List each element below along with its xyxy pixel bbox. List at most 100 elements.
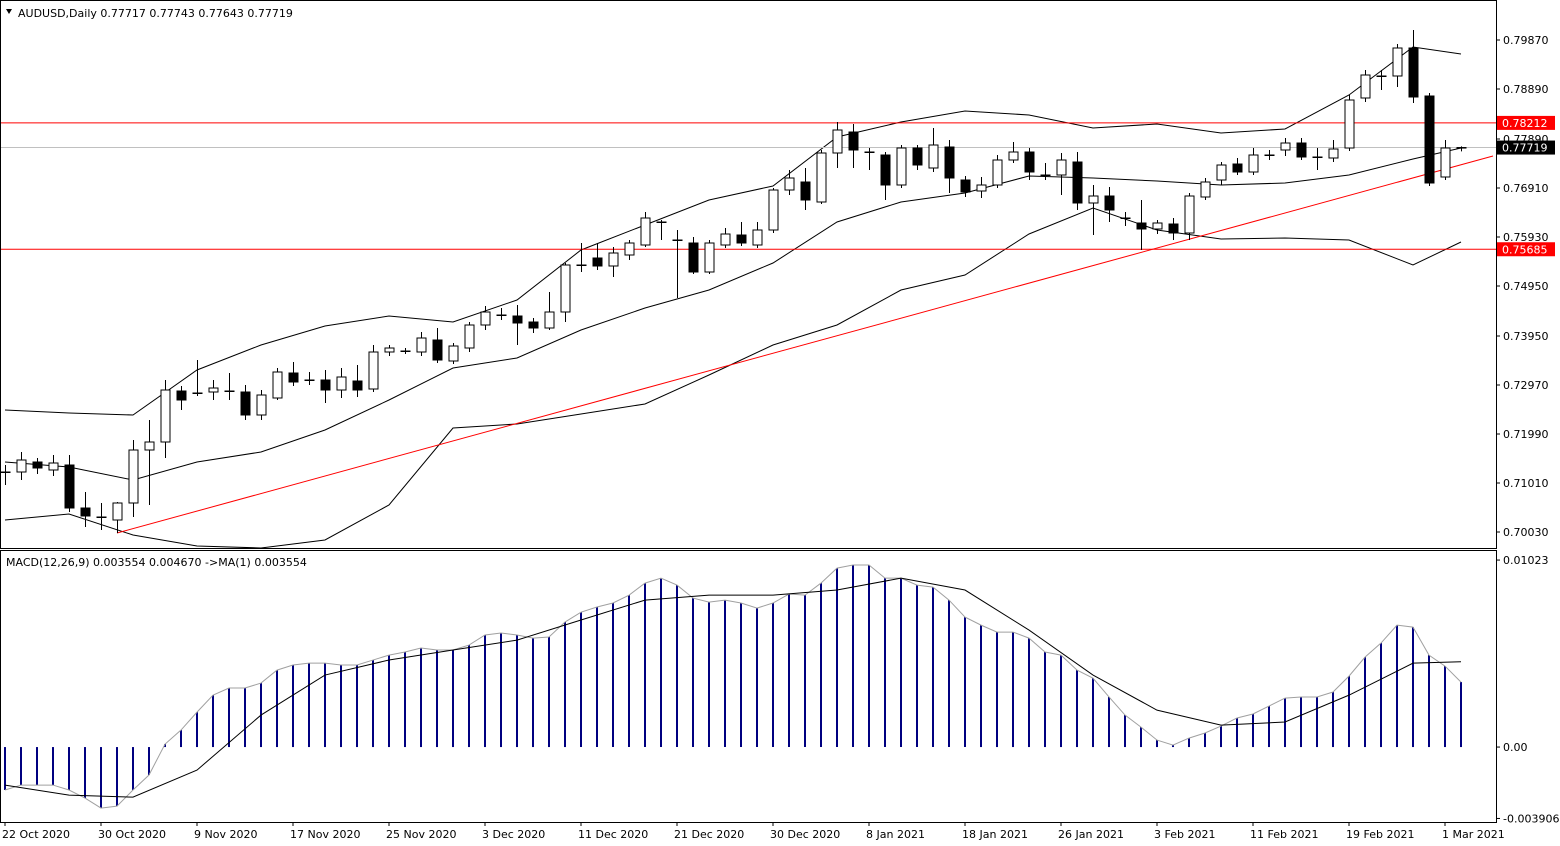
candle-body	[1, 471, 11, 473]
candle-body	[720, 233, 731, 246]
candle-body	[592, 257, 603, 267]
candle-body	[160, 389, 171, 443]
candle-body	[448, 345, 459, 362]
price-box	[1497, 140, 1555, 155]
x-tick-label: 11 Dec 2020	[578, 828, 648, 841]
candle-body	[96, 516, 107, 518]
y-tick-label: 0.01023	[1503, 554, 1549, 567]
x-tick-label: 19 Feb 2021	[1346, 828, 1414, 841]
candle-body	[784, 177, 795, 191]
candle-body	[1408, 47, 1419, 98]
y-tick-label: 0.75930	[1503, 231, 1549, 244]
candle-body	[80, 507, 91, 517]
candle-body	[1312, 156, 1323, 158]
level-box	[1497, 115, 1555, 130]
y-tick-label: 0.70030	[1503, 526, 1549, 539]
candle-body	[128, 449, 139, 504]
candle-body	[208, 387, 219, 393]
candle-body	[928, 144, 939, 169]
candle-body	[944, 146, 955, 179]
candle-body	[960, 179, 971, 193]
candle-body	[368, 351, 379, 390]
price-label: 0.77719	[1502, 142, 1548, 155]
level-label: 0.78212	[1502, 117, 1548, 130]
candle-body	[752, 229, 763, 246]
candle-body	[1248, 154, 1259, 173]
macd-name: MACD(12,26,9)	[6, 556, 90, 569]
candle-body	[1216, 164, 1227, 181]
y-tick-label: 0.72970	[1503, 379, 1549, 392]
y-tick-label: 0.71010	[1503, 477, 1549, 490]
level-label: 0.75685	[1502, 243, 1548, 256]
candle-body	[256, 394, 267, 416]
x-tick-label: 1 Mar 2021	[1442, 828, 1505, 841]
candle-body	[912, 147, 923, 166]
x-tick-label: 8 Jan 2021	[866, 828, 925, 841]
candle-body	[736, 234, 747, 244]
candle-body	[1136, 222, 1147, 230]
y-tick-label: -0.003906	[1503, 812, 1559, 825]
candle-body	[1152, 222, 1163, 230]
candle-body	[1120, 217, 1131, 219]
symbol: AUDUSD,Daily	[18, 7, 97, 20]
candle-body	[1296, 142, 1307, 158]
candle-body	[1264, 154, 1275, 156]
x-tick-label: 21 Dec 2020	[674, 828, 744, 841]
band-upper	[4, 46, 1462, 416]
candle-body	[1200, 181, 1211, 198]
y-tick-label: 0.78890	[1503, 83, 1549, 96]
ma-value: 0.003554	[254, 556, 307, 569]
candle-body	[1392, 47, 1403, 77]
candle-body	[576, 264, 587, 266]
candle-body	[656, 221, 667, 223]
candle-body	[1072, 161, 1083, 204]
candle-body	[992, 159, 1003, 186]
candle-body	[64, 464, 75, 509]
band-lower	[4, 207, 1462, 548]
candle-body	[1056, 159, 1067, 176]
macd-value: 0.003554	[93, 556, 146, 569]
x-tick-label: 11 Feb 2021	[1250, 828, 1318, 841]
candle-body	[704, 242, 715, 273]
candle-body	[544, 311, 555, 329]
candle-body	[112, 502, 123, 521]
candle-body	[288, 372, 299, 383]
candle-body	[1360, 74, 1371, 99]
candle-body	[640, 217, 651, 246]
menu-arrow[interactable]	[6, 9, 12, 14]
candle-body	[832, 129, 843, 154]
high-value: 0.77743	[149, 7, 195, 20]
x-tick-label: 3 Dec 2020	[482, 828, 545, 841]
x-tick-label: 26 Jan 2021	[1058, 828, 1124, 841]
x-tick-label: 30 Oct 2020	[98, 828, 166, 841]
macd-header: MACD(12,26,9) 0.003554 0.004670 ->MA(1) …	[6, 556, 307, 569]
candle-body	[320, 379, 331, 391]
candle-body	[416, 337, 427, 353]
candle-body	[304, 379, 315, 381]
candle-body	[176, 390, 187, 401]
candle-body	[384, 347, 395, 353]
main-panel	[0, 0, 1497, 549]
y-tick-label: 0.71990	[1503, 428, 1549, 441]
candle-body	[1376, 75, 1387, 77]
candle-body	[1008, 151, 1019, 161]
x-tick-label: 3 Feb 2021	[1154, 828, 1215, 841]
candle-body	[976, 184, 987, 192]
candle-body	[864, 151, 875, 153]
candle-body	[16, 459, 27, 473]
candle-body	[1280, 142, 1291, 151]
candle-body	[1024, 151, 1035, 173]
candle-body	[352, 380, 363, 391]
band-middle	[4, 147, 1462, 481]
ma-name: ->MA(1)	[205, 556, 251, 569]
macd-panel	[0, 550, 1497, 823]
candle-body	[672, 239, 683, 241]
candle-body	[1168, 223, 1179, 234]
candle-body	[1424, 95, 1435, 184]
candle-body	[272, 371, 283, 399]
candle-body	[768, 189, 779, 231]
x-tick-label: 17 Nov 2020	[290, 828, 360, 841]
open-value: 0.77717	[100, 7, 146, 20]
candle-body	[1232, 163, 1243, 173]
